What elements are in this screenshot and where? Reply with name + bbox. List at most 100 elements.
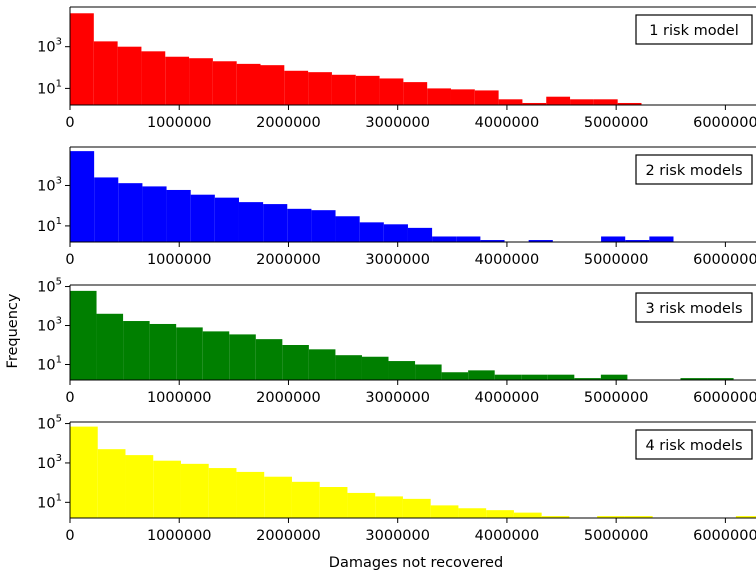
histogram-bar [70, 290, 97, 380]
histogram-bar [263, 204, 288, 242]
legend-label: 1 risk model [649, 23, 739, 39]
histogram-panel-2: 0 1000000 2000000 3000000 4000000 5000000 6000… [37, 146, 756, 268]
histogram-bar [407, 227, 433, 242]
histogram-bar [451, 89, 475, 105]
histogram-bar [388, 361, 416, 380]
x-tick-label: 1000000 [147, 252, 212, 268]
histogram-bar [118, 183, 143, 242]
histogram-bar [546, 96, 571, 105]
histogram-bar [355, 75, 380, 105]
histogram-bar [735, 516, 756, 518]
histogram-bar [70, 151, 95, 242]
histogram-bar [528, 240, 553, 242]
histogram-bar [522, 102, 547, 105]
histogram-bar [441, 372, 469, 380]
x-tick-label: 3000000 [365, 390, 430, 406]
histogram-bar [403, 82, 428, 105]
y-tick-label: 105 [37, 414, 62, 433]
x-tick-label: 4000000 [475, 390, 540, 406]
y-tick-label: 103 [37, 453, 62, 472]
histogram-bar [165, 56, 190, 105]
histogram-bar [311, 210, 336, 242]
y-tick-label: 101 [37, 354, 62, 373]
y-tick-label: 103 [37, 37, 62, 56]
histogram-panel-4: 0 1000000 2000000 3000000 4000000 5000000 6000… [37, 414, 756, 544]
x-tick-label: 3000000 [365, 115, 430, 131]
histogram-bar [625, 240, 650, 242]
histogram-bar [96, 313, 124, 380]
x-tick-label: 5000000 [584, 252, 649, 268]
histogram-bar [600, 374, 628, 380]
histogram-bar [70, 13, 94, 106]
histogram-bar [649, 236, 674, 242]
histogram-bar [593, 99, 618, 105]
histogram-bar [521, 374, 548, 380]
x-tick-label: 1000000 [147, 390, 212, 406]
histogram-bar [486, 510, 514, 518]
histogram-bar [202, 331, 230, 380]
histogram-bar [308, 72, 332, 105]
histogram-bar [458, 508, 487, 518]
histogram-bar [319, 487, 348, 518]
histogram-bar [415, 364, 442, 380]
histogram-bar [189, 58, 213, 105]
histogram-bar [402, 498, 431, 518]
x-tick-label: 4000000 [475, 252, 540, 268]
legend-box [635, 14, 753, 45]
histogram-panel-1: 0 1000000 2000000 3000000 4000000 5000000 6000… [37, 6, 756, 131]
x-tick-label: 6000000 [693, 252, 756, 268]
histogram-bar [574, 378, 601, 380]
histogram-bar [335, 355, 362, 380]
x-tick-label: 2000000 [256, 390, 321, 406]
histogram-bar [547, 374, 575, 380]
x-tick-label: 6000000 [693, 115, 756, 131]
histogram-bar [680, 378, 708, 380]
histogram-bar [176, 327, 203, 380]
histogram-bar [70, 426, 98, 518]
histogram-bar [238, 202, 264, 242]
histogram-bar [624, 516, 653, 518]
histogram-bar [190, 194, 215, 242]
legend-label: 3 risk models [645, 301, 742, 317]
histogram-bar [125, 455, 154, 518]
histogram-bar [149, 323, 177, 380]
histogram-bar [468, 370, 495, 380]
x-tick-label: 0 [65, 390, 74, 406]
histogram-bar [541, 516, 570, 518]
x-tick-label: 0 [65, 252, 74, 268]
x-tick-label: 2000000 [256, 252, 321, 268]
histogram-bar [229, 334, 256, 380]
histogram-bar [214, 197, 239, 242]
x-tick-label: 6000000 [693, 390, 756, 406]
y-tick-label: 103 [37, 316, 62, 335]
histogram-bar [287, 208, 312, 242]
legend-label: 2 risk models [645, 163, 742, 179]
histogram-bar [432, 236, 457, 242]
histogram-bar [93, 41, 118, 105]
y-tick-label: 101 [37, 78, 62, 97]
x-tick-label: 2000000 [256, 528, 321, 544]
histogram-bar [180, 463, 209, 518]
x-tick-label: 1000000 [147, 115, 212, 131]
x-tick-label: 4000000 [475, 528, 540, 544]
x-tick-label: 3000000 [365, 528, 430, 544]
histogram-bar [331, 74, 356, 105]
x-tick-label: 0 [65, 115, 74, 131]
histogram-panel-3: 0 1000000 2000000 3000000 4000000 5000000 6000… [37, 277, 756, 406]
histogram-bar [166, 189, 191, 242]
histogram-bar [597, 516, 625, 518]
x-tick-label: 4000000 [475, 115, 540, 131]
histogram-bar [456, 236, 481, 242]
x-tick-label: 5000000 [584, 115, 649, 131]
histogram-bar [347, 492, 376, 518]
histogram-bar [94, 177, 119, 242]
histogram-bar [570, 99, 594, 105]
legend-box [635, 154, 753, 185]
x-tick-label: 5000000 [584, 528, 649, 544]
legend-box [635, 429, 753, 460]
legend-box [635, 292, 753, 323]
histogram-bar [117, 46, 142, 105]
histogram-bar [427, 88, 451, 105]
histogram-bar [264, 476, 292, 518]
